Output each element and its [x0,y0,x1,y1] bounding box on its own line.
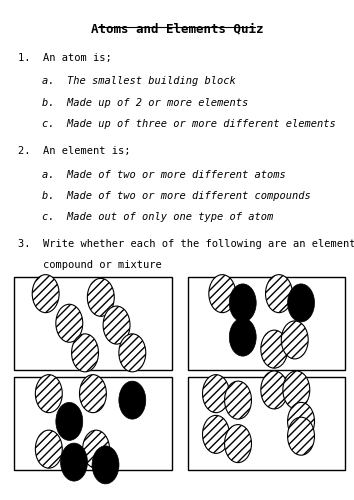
Text: b.  Made of two or more different compounds: b. Made of two or more different compoun… [42,190,311,200]
Circle shape [87,278,114,316]
Circle shape [224,424,251,463]
Bar [188,277,345,370]
Circle shape [202,416,229,454]
Circle shape [261,371,288,409]
Circle shape [82,430,109,468]
Text: 1.  An atom is;: 1. An atom is; [18,52,112,62]
Text: c.  Made out of only one type of atom: c. Made out of only one type of atom [42,212,274,222]
Circle shape [287,284,314,322]
Bar [188,377,345,470]
Circle shape [72,334,98,372]
Circle shape [103,306,130,344]
Circle shape [61,443,87,481]
Text: Atoms and Elements Quiz: Atoms and Elements Quiz [91,22,263,36]
Circle shape [35,374,62,412]
Text: 3.  Write whether each of the following are an element,: 3. Write whether each of the following a… [18,238,354,248]
Circle shape [229,318,256,356]
Circle shape [209,274,236,312]
Circle shape [287,402,314,440]
Text: compound or mixture: compound or mixture [18,260,161,270]
Circle shape [56,402,83,440]
Circle shape [224,381,251,419]
Circle shape [202,374,229,412]
Text: b.  Made up of 2 or more elements: b. Made up of 2 or more elements [42,98,249,108]
Circle shape [261,330,288,368]
Text: a.  The smallest building block: a. The smallest building block [42,76,236,86]
Text: a.  Made of two or more different atoms: a. Made of two or more different atoms [42,170,286,179]
Circle shape [266,274,292,312]
Circle shape [119,381,146,419]
Circle shape [32,274,59,312]
Circle shape [35,430,62,468]
Circle shape [287,417,314,455]
Circle shape [229,284,256,322]
Circle shape [92,446,119,484]
Circle shape [283,371,310,409]
Circle shape [119,334,146,372]
Circle shape [281,321,308,359]
Bar [14,277,172,370]
Text: c.  Made up of three or more different elements: c. Made up of three or more different el… [42,118,336,128]
Text: 2.  An element is;: 2. An element is; [18,146,130,156]
Circle shape [56,304,83,343]
Circle shape [79,374,107,412]
Bar [14,377,172,470]
